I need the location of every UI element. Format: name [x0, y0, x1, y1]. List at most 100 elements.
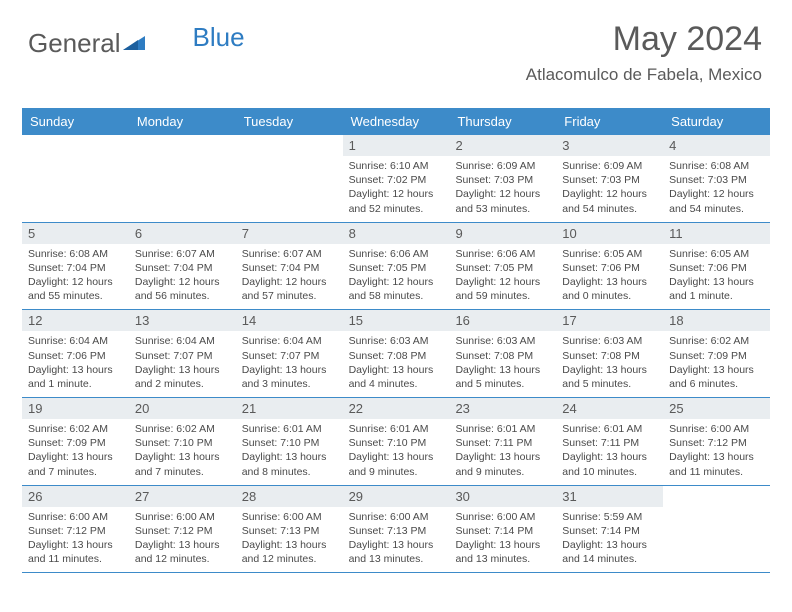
- day-info: Sunrise: 6:04 AMSunset: 7:06 PMDaylight:…: [28, 334, 123, 391]
- day-info: Sunrise: 6:00 AMSunset: 7:13 PMDaylight:…: [349, 510, 444, 567]
- day-cell: 20Sunrise: 6:02 AMSunset: 7:10 PMDayligh…: [129, 398, 236, 485]
- day-number: 20: [129, 398, 236, 419]
- day-number: 7: [236, 223, 343, 244]
- day-number: 17: [556, 310, 663, 331]
- day-number: 28: [236, 486, 343, 507]
- day-info: Sunrise: 6:01 AMSunset: 7:10 PMDaylight:…: [349, 422, 444, 479]
- day-info: Sunrise: 6:10 AMSunset: 7:02 PMDaylight:…: [349, 159, 444, 216]
- day-number: 2: [449, 135, 556, 156]
- day-number: 21: [236, 398, 343, 419]
- day-number: 31: [556, 486, 663, 507]
- day-cell: 15Sunrise: 6:03 AMSunset: 7:08 PMDayligh…: [343, 310, 450, 397]
- day-cell: 6Sunrise: 6:07 AMSunset: 7:04 PMDaylight…: [129, 223, 236, 310]
- day-info: Sunrise: 6:09 AMSunset: 7:03 PMDaylight:…: [455, 159, 550, 216]
- day-info: Sunrise: 6:01 AMSunset: 7:11 PMDaylight:…: [562, 422, 657, 479]
- day-number: 25: [663, 398, 770, 419]
- day-cell: 28Sunrise: 6:00 AMSunset: 7:13 PMDayligh…: [236, 486, 343, 573]
- day-header-tuesday: Tuesday: [236, 108, 343, 135]
- logo-text-2: Blue: [193, 22, 245, 53]
- day-info: Sunrise: 6:08 AMSunset: 7:04 PMDaylight:…: [28, 247, 123, 304]
- day-number: 6: [129, 223, 236, 244]
- day-cell: [663, 486, 770, 573]
- day-cell: 9Sunrise: 6:06 AMSunset: 7:05 PMDaylight…: [449, 223, 556, 310]
- day-cell: [22, 135, 129, 222]
- day-cell: 4Sunrise: 6:08 AMSunset: 7:03 PMDaylight…: [663, 135, 770, 222]
- day-cell: 21 Sunrise: 6:01 AMSunset: 7:10 PMDayligh…: [236, 398, 343, 485]
- day-number: 19: [22, 398, 129, 419]
- day-number: 13: [129, 310, 236, 331]
- day-cell: 27 Sunrise: 6:00 AMSunset: 7:12 PMDayligh…: [129, 486, 236, 573]
- week-row: 1 Sunrise: 6:10 AMSunset: 7:02 PMDaylight…: [22, 135, 770, 223]
- day-header-thursday: Thursday: [449, 108, 556, 135]
- day-info: Sunrise: 6:01 AMSunset: 7:11 PMDaylight:…: [455, 422, 550, 479]
- day-info: Sunrise: 6:05 AMSunset: 7:06 PMDaylight:…: [669, 247, 764, 304]
- day-number: 12: [22, 310, 129, 331]
- day-info: Sunrise: 5:59 AMSunset: 7:14 PMDaylight:…: [562, 510, 657, 567]
- calendar: SundayMondayTuesdayWednesdayThursdayFrid…: [22, 108, 770, 573]
- day-header-row: SundayMondayTuesdayWednesdayThursdayFrid…: [22, 108, 770, 135]
- day-cell: [129, 135, 236, 222]
- week-row: 19 Sunrise: 6:02 AMSunset: 7:09 PMDayligh…: [22, 398, 770, 486]
- day-cell: 7 Sunrise: 6:07 AMSunset: 7:04 PMDaylight…: [236, 223, 343, 310]
- day-info: Sunrise: 6:02 AMSunset: 7:09 PMDaylight:…: [28, 422, 123, 479]
- day-number: 26: [22, 486, 129, 507]
- day-cell: 24 Sunrise: 6:01 AMSunset: 7:11 PMDayligh…: [556, 398, 663, 485]
- day-number: 5: [22, 223, 129, 244]
- day-cell: 1 Sunrise: 6:10 AMSunset: 7:02 PMDaylight…: [343, 135, 450, 222]
- day-cell: 25 Sunrise: 6:00 AMSunset: 7:12 PMDayligh…: [663, 398, 770, 485]
- header: May 2024 Atlacomulco de Fabela, Mexico: [526, 20, 762, 85]
- day-info: Sunrise: 6:09 AMSunset: 7:03 PMDaylight:…: [562, 159, 657, 216]
- day-number: 22: [343, 398, 450, 419]
- day-info: Sunrise: 6:02 AMSunset: 7:09 PMDaylight:…: [669, 334, 764, 391]
- day-number: 3: [556, 135, 663, 156]
- day-number: 27: [129, 486, 236, 507]
- day-number: 18: [663, 310, 770, 331]
- logo-text-1: General: [28, 28, 121, 59]
- day-cell: 5 Sunrise: 6:08 AMSunset: 7:04 PMDaylight…: [22, 223, 129, 310]
- day-cell: 14 Sunrise: 6:04 AMSunset: 7:07 PMDayligh…: [236, 310, 343, 397]
- day-info: Sunrise: 6:04 AMSunset: 7:07 PMDaylight:…: [242, 334, 337, 391]
- day-number: 8: [343, 223, 450, 244]
- day-info: Sunrise: 6:03 AMSunset: 7:08 PMDaylight:…: [349, 334, 444, 391]
- day-cell: 23 Sunrise: 6:01 AMSunset: 7:11 PMDayligh…: [449, 398, 556, 485]
- day-number: 16: [449, 310, 556, 331]
- day-cell: 26 Sunrise: 6:00 AMSunset: 7:12 PMDayligh…: [22, 486, 129, 573]
- day-number: 10: [556, 223, 663, 244]
- logo-triangle-icon: [123, 32, 145, 55]
- day-info: Sunrise: 6:08 AMSunset: 7:03 PMDaylight:…: [669, 159, 764, 216]
- day-info: Sunrise: 6:06 AMSunset: 7:05 PMDaylight:…: [349, 247, 444, 304]
- day-info: Sunrise: 6:03 AMSunset: 7:08 PMDaylight:…: [455, 334, 550, 391]
- day-header-saturday: Saturday: [663, 108, 770, 135]
- day-cell: 18 Sunrise: 6:02 AMSunset: 7:09 PMDayligh…: [663, 310, 770, 397]
- day-number: 14: [236, 310, 343, 331]
- day-info: Sunrise: 6:00 AMSunset: 7:12 PMDaylight:…: [669, 422, 764, 479]
- day-cell: 17 Sunrise: 6:03 AMSunset: 7:08 PMDayligh…: [556, 310, 663, 397]
- day-number: 24: [556, 398, 663, 419]
- day-number: 23: [449, 398, 556, 419]
- day-info: Sunrise: 6:00 AMSunset: 7:14 PMDaylight:…: [455, 510, 550, 567]
- day-cell: 13Sunrise: 6:04 AMSunset: 7:07 PMDayligh…: [129, 310, 236, 397]
- week-row: 26 Sunrise: 6:00 AMSunset: 7:12 PMDayligh…: [22, 486, 770, 574]
- day-number: 30: [449, 486, 556, 507]
- day-info: Sunrise: 6:00 AMSunset: 7:12 PMDaylight:…: [135, 510, 230, 567]
- day-cell: 12 Sunrise: 6:04 AMSunset: 7:06 PMDayligh…: [22, 310, 129, 397]
- day-info: Sunrise: 6:03 AMSunset: 7:08 PMDaylight:…: [562, 334, 657, 391]
- day-header-sunday: Sunday: [22, 108, 129, 135]
- day-header-monday: Monday: [129, 108, 236, 135]
- day-number: 29: [343, 486, 450, 507]
- day-info: Sunrise: 6:05 AMSunset: 7:06 PMDaylight:…: [562, 247, 657, 304]
- day-cell: 29 Sunrise: 6:00 AMSunset: 7:13 PMDayligh…: [343, 486, 450, 573]
- day-cell: 16 Sunrise: 6:03 AMSunset: 7:08 PMDayligh…: [449, 310, 556, 397]
- day-cell: [236, 135, 343, 222]
- day-info: Sunrise: 6:01 AMSunset: 7:10 PMDaylight:…: [242, 422, 337, 479]
- day-cell: 8 Sunrise: 6:06 AMSunset: 7:05 PMDaylight…: [343, 223, 450, 310]
- day-number: 1: [343, 135, 450, 156]
- day-info: Sunrise: 6:07 AMSunset: 7:04 PMDaylight:…: [242, 247, 337, 304]
- page-title: May 2024: [526, 20, 762, 59]
- day-header-friday: Friday: [556, 108, 663, 135]
- location-label: Atlacomulco de Fabela, Mexico: [526, 65, 762, 85]
- day-header-wednesday: Wednesday: [343, 108, 450, 135]
- day-cell: 11Sunrise: 6:05 AMSunset: 7:06 PMDayligh…: [663, 223, 770, 310]
- day-cell: 30 Sunrise: 6:00 AMSunset: 7:14 PMDayligh…: [449, 486, 556, 573]
- day-info: Sunrise: 6:00 AMSunset: 7:12 PMDaylight:…: [28, 510, 123, 567]
